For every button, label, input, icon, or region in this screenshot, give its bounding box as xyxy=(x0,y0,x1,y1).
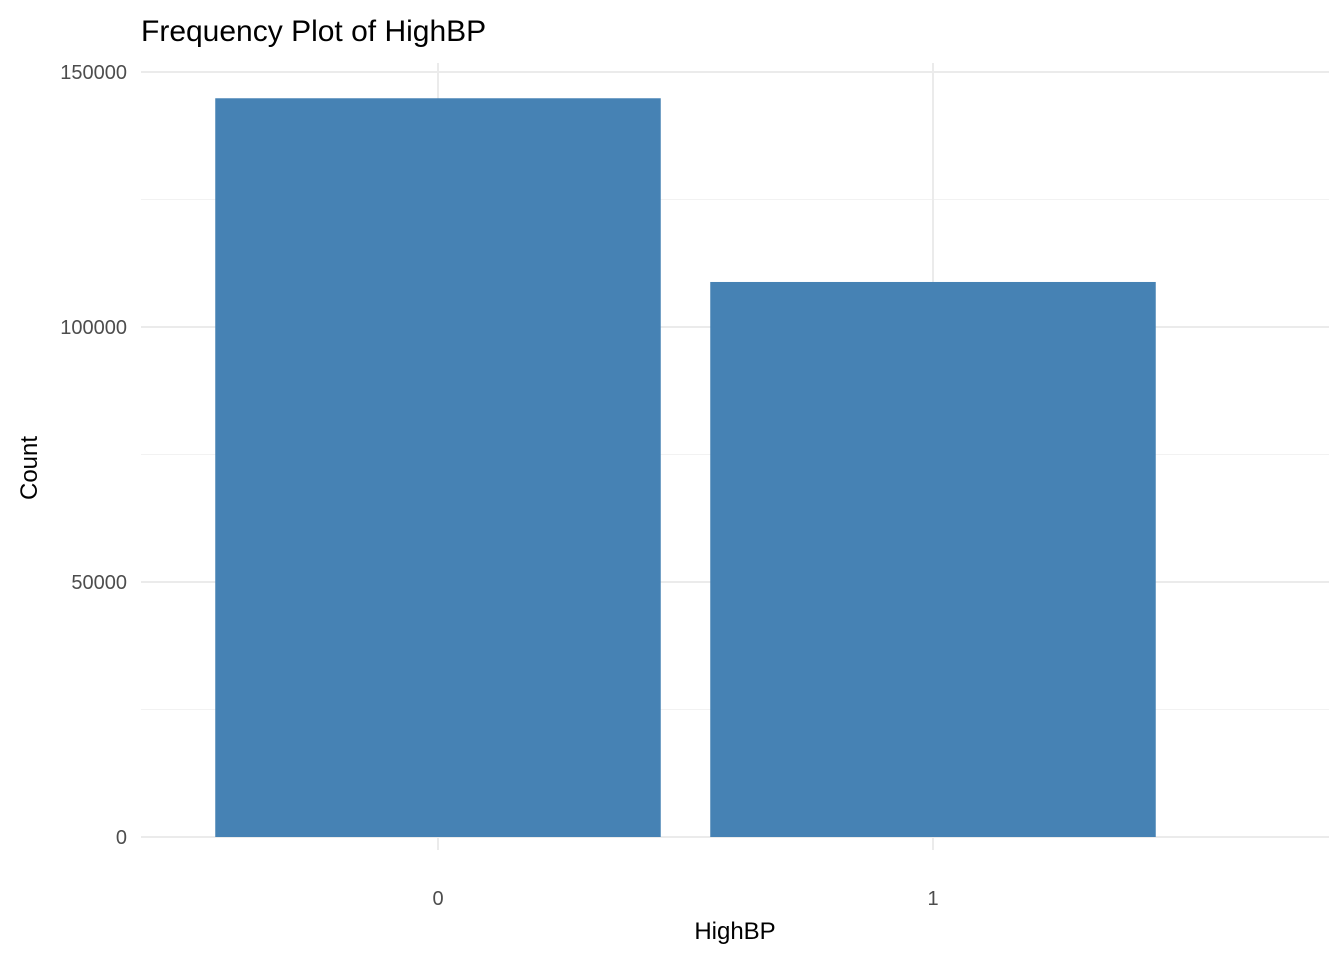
y-axis-label: Count xyxy=(16,436,43,500)
bar xyxy=(710,281,1156,837)
y-tick-label: 50000 xyxy=(71,572,127,594)
y-axis-ticks: 0 50000 100000 150000 xyxy=(60,62,127,849)
y-tick-label: 150000 xyxy=(60,62,127,84)
bar xyxy=(215,98,661,838)
x-tick-label: 1 xyxy=(927,888,938,910)
x-tick-label: 0 xyxy=(432,888,443,910)
y-tick-label: 0 xyxy=(116,827,127,849)
chart-title: Frequency Plot of HighBP xyxy=(141,15,486,48)
bars xyxy=(215,98,1156,838)
y-tick-label: 100000 xyxy=(60,317,127,339)
x-axis-label: HighBP xyxy=(694,918,775,945)
